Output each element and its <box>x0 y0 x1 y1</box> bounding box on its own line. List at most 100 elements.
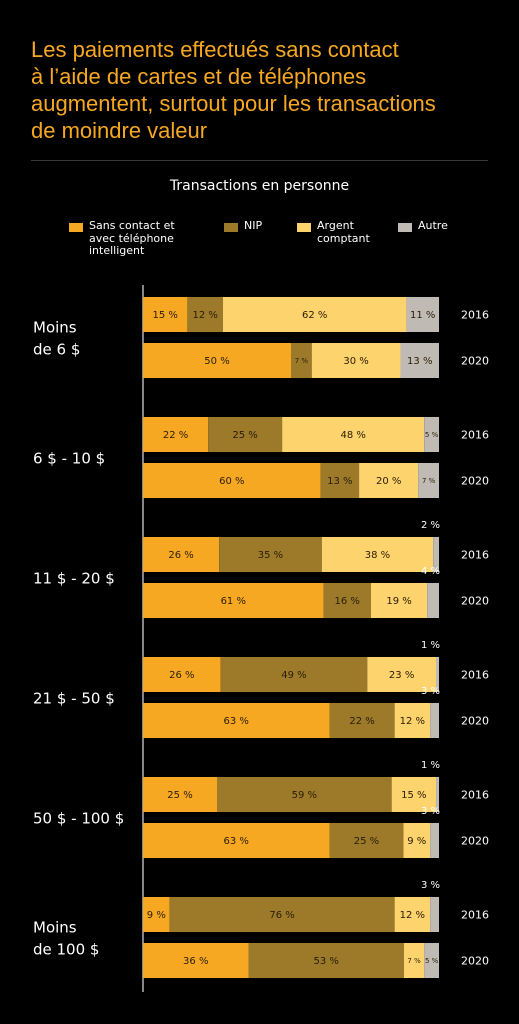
data-label: 26 % <box>169 670 194 681</box>
year-label: 2016 <box>461 309 489 322</box>
bar-segment <box>424 943 439 978</box>
bar-segment <box>403 823 431 858</box>
year-label: 2020 <box>461 835 489 848</box>
bar-segment <box>169 897 395 932</box>
legend-swatch <box>224 223 238 232</box>
data-label: 15 % <box>152 310 177 321</box>
data-label: 13 % <box>327 476 352 487</box>
chart-title-line: Les paiements effectués sans contact <box>31 37 399 62</box>
data-label: 7 % <box>422 477 436 485</box>
bar-segment <box>143 897 170 932</box>
divider <box>31 160 488 161</box>
bar-segment <box>143 583 324 618</box>
bar-segment <box>143 417 209 452</box>
legend-item: Sans contact et avec téléphone intelligent <box>69 219 175 258</box>
legend-label: Sans contact et avec téléphone intelligent <box>89 219 175 257</box>
bar-segment <box>370 583 428 618</box>
bar-segment <box>143 703 330 738</box>
bar-segment <box>282 417 425 452</box>
bar-segment <box>427 583 439 618</box>
data-label: 61 % <box>221 596 246 607</box>
data-label: 63 % <box>224 836 249 847</box>
data-label: 1 % <box>421 640 440 651</box>
data-label: 76 % <box>269 910 294 921</box>
bar-segment <box>367 657 437 692</box>
bar-segment <box>143 343 291 378</box>
bar-segment <box>208 417 283 452</box>
bar-segment <box>403 943 425 978</box>
data-label: 1 % <box>421 760 440 771</box>
data-label: 25 % <box>354 836 379 847</box>
bar-segment <box>436 777 439 812</box>
chart-title-line: à l’aide de cartes et de téléphones <box>31 64 367 89</box>
data-label: 3 % <box>421 806 440 817</box>
year-label: 2016 <box>461 669 489 682</box>
data-label: 49 % <box>281 670 306 681</box>
data-label: 36 % <box>183 956 208 967</box>
bar-segment <box>217 777 392 812</box>
legend-item: NIP <box>224 219 263 233</box>
data-label: 16 % <box>335 596 360 607</box>
year-label: 2020 <box>461 955 489 968</box>
category-label: 21 $ - 50 $ <box>33 690 115 708</box>
year-label: 2016 <box>461 549 489 562</box>
year-label: 2020 <box>461 715 489 728</box>
bar-segment <box>291 343 312 378</box>
bar-segment <box>329 823 404 858</box>
bar-segment <box>329 703 395 738</box>
data-label: 35 % <box>258 550 283 561</box>
category-label: Moins <box>33 919 77 937</box>
data-label: 23 % <box>389 670 414 681</box>
year-label: 2020 <box>461 355 489 368</box>
bar-segment <box>394 897 431 932</box>
bar-segment <box>311 343 401 378</box>
legend-item: Autre <box>398 219 448 233</box>
bar-segment <box>424 417 439 452</box>
year-label: 2020 <box>461 595 489 608</box>
data-label: 13 % <box>407 356 432 367</box>
data-label: 30 % <box>343 356 368 367</box>
data-label: 60 % <box>219 476 244 487</box>
data-label: 38 % <box>365 550 390 561</box>
bar-segment <box>143 537 220 572</box>
legend-label: NIP <box>244 219 263 232</box>
data-label: 7 % <box>295 357 309 365</box>
year-label: 2016 <box>461 429 489 442</box>
data-label: 26 % <box>168 550 193 561</box>
year-label: 2016 <box>461 909 489 922</box>
bar-segment <box>433 537 439 572</box>
bar-segment <box>143 943 249 978</box>
legend-swatch <box>398 223 412 232</box>
data-label: 3 % <box>421 880 440 891</box>
data-label: 9 % <box>407 836 426 847</box>
bar-segment <box>143 657 221 692</box>
data-label: 22 % <box>163 430 188 441</box>
data-label: 62 % <box>302 310 327 321</box>
category-label: 11 $ - 20 $ <box>33 570 115 588</box>
bar-segment <box>143 297 188 332</box>
legend-swatch <box>69 223 83 232</box>
data-label: 53 % <box>313 956 338 967</box>
bar-segment <box>418 463 439 498</box>
bar-segment <box>220 657 368 692</box>
data-label: 9 % <box>147 910 166 921</box>
data-label: 59 % <box>292 790 317 801</box>
bar-segment <box>222 297 407 332</box>
chart-title-line: de moindre valeur <box>31 118 208 143</box>
data-label: 15 % <box>401 790 426 801</box>
bar-segment <box>359 463 419 498</box>
category-label: 6 $ - 10 $ <box>33 450 105 468</box>
data-label: 12 % <box>400 716 425 727</box>
data-label: 25 % <box>232 430 257 441</box>
data-label: 22 % <box>349 716 374 727</box>
bar-segment <box>430 823 439 858</box>
bar-segment <box>400 343 439 378</box>
bar-segment <box>406 297 439 332</box>
bar-segment <box>394 703 431 738</box>
data-label: 3 % <box>421 686 440 697</box>
category-label: de 100 $ <box>33 941 99 959</box>
data-label: 25 % <box>167 790 192 801</box>
data-label: 11 % <box>410 310 435 321</box>
data-label: 5 % <box>425 431 439 439</box>
legend-swatch <box>297 223 311 232</box>
